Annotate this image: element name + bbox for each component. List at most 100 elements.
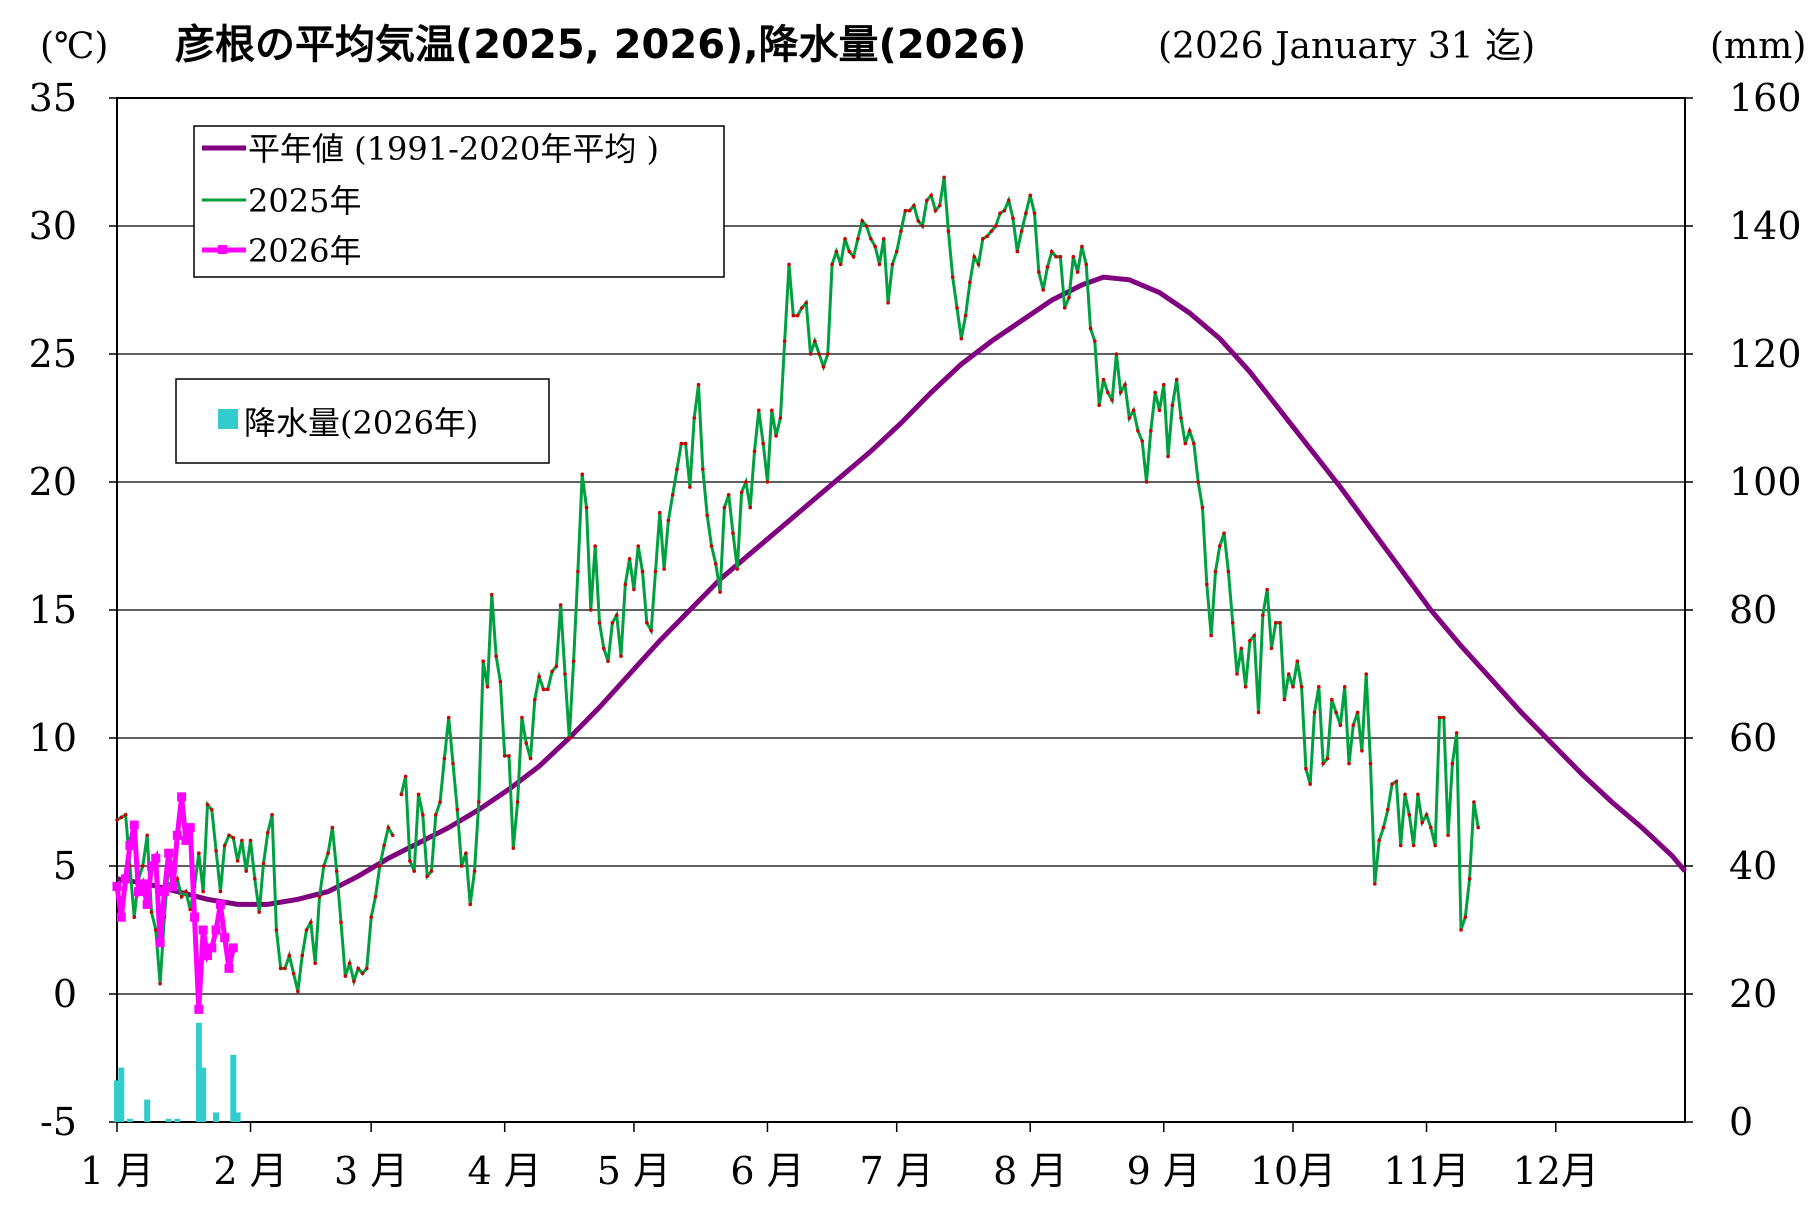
temp-2025-point	[679, 441, 684, 446]
temp-2026-point	[129, 820, 139, 830]
temp-2026-point	[112, 881, 122, 891]
temp-2025-point	[722, 505, 727, 510]
temp-2026-point	[164, 848, 174, 858]
temp-2026-point	[116, 912, 126, 922]
temp-2025-point	[541, 687, 546, 692]
temp-2025-point	[748, 505, 753, 510]
temp-2025-point	[1416, 792, 1420, 797]
temp-2025-point	[920, 224, 925, 228]
temp-2025-point	[554, 664, 559, 669]
temp-2025-point	[851, 254, 856, 259]
temp-2025-point	[1463, 915, 1468, 919]
temp-2025-point	[1476, 825, 1481, 830]
temp-2025-point	[227, 833, 231, 838]
temp-2025-point	[856, 237, 860, 241]
temp-2025-point	[300, 953, 305, 958]
temp-2025-point	[627, 557, 632, 561]
temp-2025-point	[645, 621, 649, 625]
precip-legend-box	[175, 378, 550, 464]
temp-2025-point	[769, 408, 774, 413]
temp-2025-point	[257, 910, 261, 914]
temp-2025-point	[1420, 820, 1425, 825]
temp-2025-point	[601, 646, 606, 651]
temp-2025-point	[429, 869, 434, 873]
temp-2025-point	[619, 654, 623, 658]
temp-2025-point	[1110, 398, 1114, 402]
temp-2025-point	[352, 979, 356, 983]
temp-2025-point	[1127, 416, 1132, 420]
temp-2026-point	[177, 792, 187, 802]
temp-2025-point	[881, 237, 886, 241]
temp-2025-point	[1441, 715, 1446, 720]
temp-2025-point	[1321, 761, 1325, 766]
temp-2025-point	[421, 813, 425, 817]
temp-2025-point	[894, 249, 899, 254]
temp-2025-point	[580, 472, 585, 477]
temp-2025-point	[205, 802, 210, 807]
temp-2025-point	[985, 234, 989, 239]
temp-2025-point	[1429, 825, 1433, 830]
temp-2026-markers	[112, 792, 238, 1014]
temp-2026-point	[151, 853, 161, 863]
temp-2025-point	[1265, 587, 1269, 592]
temp-2025-point	[1308, 782, 1313, 786]
temp-2025-point	[296, 989, 300, 994]
month-tick-label: 1 月	[80, 1149, 154, 1193]
temp-2026-point	[207, 943, 217, 953]
temp-2025-point	[235, 859, 240, 863]
temp-2025-point	[713, 562, 718, 566]
temp-2025-point	[1088, 326, 1093, 331]
temp-2025-point	[830, 262, 834, 267]
right-tick-label: 80	[1729, 588, 1777, 632]
month-tick-label: 2 月	[213, 1149, 287, 1193]
temp-2025-point	[321, 864, 326, 868]
temp-2025-point	[1041, 288, 1045, 292]
temp-2025-point	[209, 807, 214, 812]
temp-2025-point	[653, 569, 658, 574]
temp-2025-point	[1205, 582, 1209, 587]
temp-2025-point	[731, 531, 735, 535]
temp-2025-point	[1338, 723, 1343, 727]
temp-2026-point	[142, 899, 152, 909]
temp-2025-point	[890, 262, 895, 267]
temp-2025-point	[916, 219, 921, 223]
temp-2025-point	[1248, 638, 1252, 643]
temp-2026-point	[211, 925, 221, 935]
temp-2025-point	[1200, 505, 1205, 510]
temp-2025-point	[175, 877, 180, 881]
temp-2025-point	[1360, 749, 1364, 753]
temp-2025-point	[597, 621, 602, 625]
temp-legend-box	[193, 125, 725, 278]
temp-2025-point	[1424, 813, 1429, 817]
temp-2026-point	[220, 933, 230, 943]
temp-2025-point	[1118, 390, 1123, 395]
temp-2025-point	[545, 687, 550, 692]
temp-2025-point	[1080, 244, 1084, 249]
temp-2025-point	[1131, 408, 1136, 413]
month-tick-label: 6 月	[730, 1149, 804, 1193]
temp-2025-point	[1196, 480, 1201, 484]
precip-bar	[174, 1118, 181, 1122]
temp-2025-point	[1226, 569, 1231, 574]
temp-2025-point	[317, 894, 322, 899]
temp-2025-point	[1351, 723, 1356, 727]
right-tick-label: 60	[1729, 716, 1777, 760]
temp-2025-point	[408, 859, 412, 863]
temp-2025-point	[739, 490, 744, 495]
temp-2025-point	[950, 275, 955, 280]
temp-2025-point	[1381, 825, 1386, 830]
temp-2025-point	[1347, 761, 1351, 766]
temp-2025-point	[330, 825, 335, 830]
temp-2025-point	[873, 244, 877, 249]
temp-2025-point	[778, 416, 783, 420]
temp-2025-point	[657, 510, 662, 515]
temp-2025-point	[1385, 807, 1390, 812]
month-tick-label: 10月	[1250, 1149, 1336, 1193]
month-axis-ticks: 1 月 2 月 3 月 4 月 5 月 6 月 7 月 8 月 9 月 10月 11月 12月	[80, 1122, 1599, 1193]
temp-2025-point	[989, 229, 994, 233]
temp-2025-point	[813, 339, 817, 344]
temp-2025-point	[356, 966, 361, 971]
temp-2025-point	[649, 628, 653, 633]
precip-bar	[200, 1067, 207, 1122]
